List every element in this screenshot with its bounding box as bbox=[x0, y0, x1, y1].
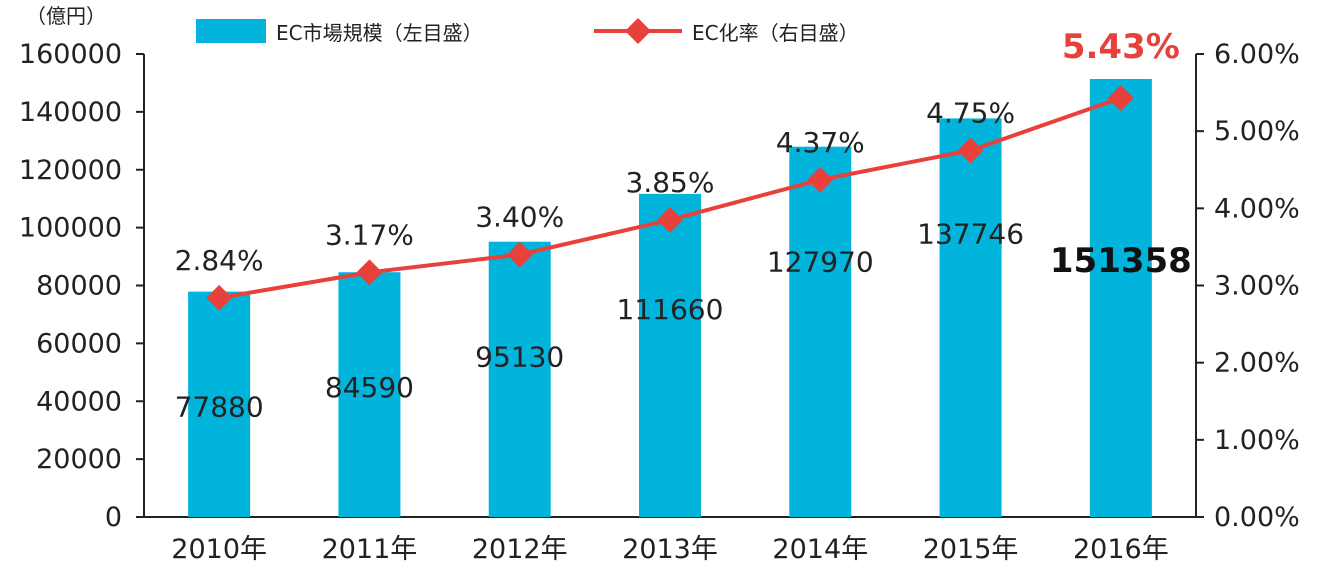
market-size-value-label: 151358 bbox=[1050, 241, 1192, 281]
x-tick-label: 2015年 bbox=[923, 534, 1019, 565]
ec-rate-marker bbox=[957, 137, 984, 164]
right-tick-label: 6.00% bbox=[1214, 39, 1300, 70]
right-tick-label: 5.00% bbox=[1214, 116, 1300, 147]
left-tick-label: 160000 bbox=[19, 39, 122, 70]
left-tick-label: 40000 bbox=[36, 386, 122, 417]
market-size-bar bbox=[338, 272, 401, 517]
right-tick-label: 3.00% bbox=[1214, 271, 1300, 302]
market-size-bar bbox=[639, 193, 701, 517]
ec-rate-value-label: 3.85% bbox=[626, 166, 715, 199]
x-tick-label: 2010年 bbox=[171, 534, 267, 565]
ec-rate-value-label: 4.75% bbox=[926, 96, 1015, 129]
left-tick-label: 120000 bbox=[19, 155, 122, 186]
ec-rate-value-label: 5.43% bbox=[1062, 27, 1180, 67]
legend-marker-ec-rate bbox=[625, 18, 651, 44]
right-tick-label: 4.00% bbox=[1214, 193, 1300, 224]
market-size-bar bbox=[488, 241, 551, 517]
left-tick-label: 0 bbox=[105, 502, 122, 533]
market-size-value-label: 111660 bbox=[617, 293, 724, 326]
right-tick-label: 0.00% bbox=[1214, 502, 1300, 533]
left-tick-label: 60000 bbox=[36, 328, 122, 359]
ec-rate-value-label: 4.37% bbox=[776, 126, 865, 159]
ec-rate-marker bbox=[657, 206, 683, 233]
ec-rate-marker bbox=[506, 241, 533, 268]
left-tick-label: 80000 bbox=[36, 271, 122, 302]
legend-label-ec-rate: EC化率（右目盛） bbox=[692, 21, 859, 45]
right-tick-label: 2.00% bbox=[1214, 348, 1300, 379]
ec-rate-value-label: 3.40% bbox=[475, 201, 564, 234]
market-size-value-label: 77880 bbox=[175, 391, 264, 424]
ec-rate-value-label: 3.17% bbox=[325, 218, 414, 251]
left-tick-label: 20000 bbox=[36, 444, 122, 475]
market-size-bar bbox=[188, 291, 251, 517]
market-size-value-label: 137746 bbox=[917, 217, 1024, 250]
left-tick-label: 100000 bbox=[19, 213, 122, 244]
x-tick-label: 2012年 bbox=[472, 534, 568, 565]
x-tick-label: 2013年 bbox=[622, 534, 718, 565]
legend-label-market-size: EC市場規模（左目盛） bbox=[276, 21, 483, 45]
market-size-bar bbox=[939, 118, 1002, 517]
legend-swatch-market-size bbox=[196, 19, 266, 43]
market-size-value-label: 95130 bbox=[475, 341, 564, 374]
market-size-bar bbox=[1089, 79, 1152, 518]
market-size-value-label: 127970 bbox=[767, 246, 874, 279]
ec-rate-marker bbox=[1107, 84, 1134, 111]
x-tick-label: 2016年 bbox=[1073, 534, 1169, 565]
x-tick-label: 2014年 bbox=[772, 534, 868, 565]
ec-rate-marker bbox=[807, 166, 834, 193]
ec-rate-value-label: 2.84% bbox=[175, 244, 264, 277]
left-axis-unit: （億円） bbox=[26, 4, 106, 28]
ec-rate-marker bbox=[206, 284, 233, 311]
x-tick-label: 2011年 bbox=[322, 534, 418, 565]
left-tick-label: 140000 bbox=[19, 97, 122, 128]
market-size-bar bbox=[789, 146, 852, 517]
ec-rate-marker bbox=[356, 259, 383, 286]
right-tick-label: 1.00% bbox=[1214, 425, 1300, 456]
market-size-value-label: 84590 bbox=[325, 371, 414, 404]
